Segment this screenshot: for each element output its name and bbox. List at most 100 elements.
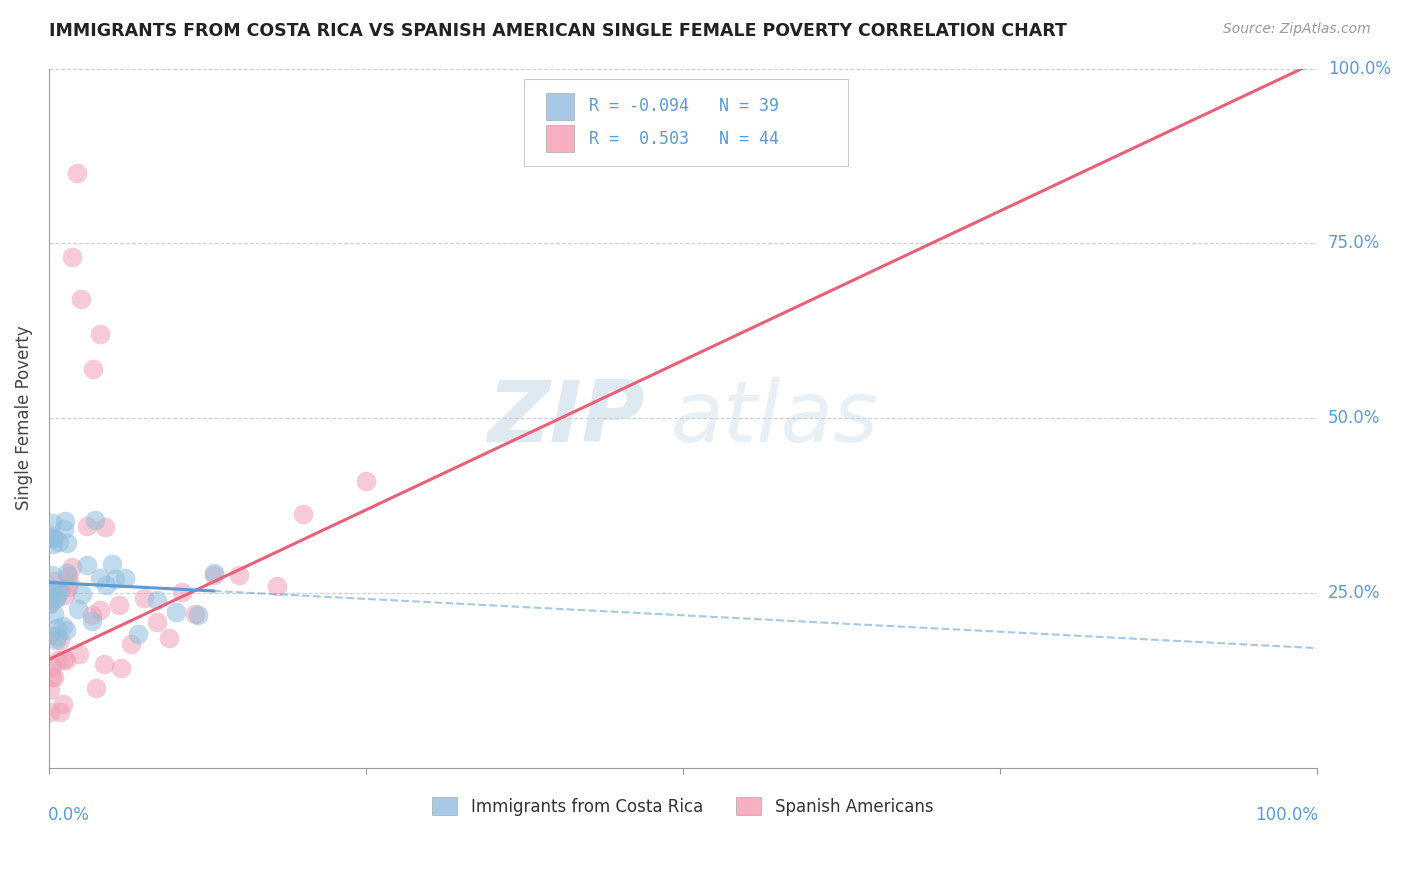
Point	[165, 605, 187, 619]
Point	[49, 633, 72, 648]
Point	[110, 661, 132, 675]
Point	[228, 568, 250, 582]
Point	[94, 578, 117, 592]
Point	[45, 591, 67, 606]
Point	[52, 522, 75, 536]
Point	[187, 607, 209, 622]
Point	[127, 626, 149, 640]
Point	[41, 568, 63, 582]
FancyBboxPatch shape	[546, 93, 574, 120]
Point	[145, 615, 167, 630]
Text: ZIP: ZIP	[488, 376, 645, 459]
Point	[52, 651, 75, 665]
Point	[39, 682, 62, 697]
Point	[44, 607, 66, 621]
Point	[41, 516, 63, 530]
Text: R = -0.094   N = 39: R = -0.094 N = 39	[589, 97, 779, 115]
Text: 100.0%: 100.0%	[1329, 60, 1391, 78]
Point	[49, 705, 72, 719]
Point	[42, 574, 65, 589]
Point	[76, 519, 98, 533]
Point	[39, 628, 62, 642]
Point	[107, 598, 129, 612]
Point	[45, 632, 67, 647]
Point	[94, 519, 117, 533]
Point	[60, 559, 83, 574]
Point	[39, 596, 62, 610]
Point	[84, 681, 107, 695]
Point	[48, 535, 70, 549]
Point	[69, 293, 91, 307]
Point	[291, 508, 314, 522]
Point	[80, 615, 103, 629]
Point	[132, 591, 155, 606]
Point	[89, 327, 111, 342]
Point	[159, 631, 181, 645]
Point	[46, 583, 69, 598]
Point	[55, 624, 77, 638]
FancyBboxPatch shape	[546, 125, 574, 152]
Point	[41, 660, 63, 674]
Point	[46, 622, 69, 636]
Point	[55, 653, 77, 667]
Point	[80, 607, 103, 622]
Point	[120, 637, 142, 651]
Point	[184, 607, 207, 621]
Point	[44, 591, 66, 606]
Text: Source: ZipAtlas.com: Source: ZipAtlas.com	[1223, 22, 1371, 37]
Point	[39, 705, 62, 719]
Point	[82, 362, 104, 376]
Y-axis label: Single Female Poverty: Single Female Poverty	[15, 326, 32, 510]
Point	[48, 583, 70, 598]
Point	[172, 585, 194, 599]
Point	[145, 593, 167, 607]
Point	[53, 514, 76, 528]
Point	[114, 572, 136, 586]
Point	[70, 587, 93, 601]
Point	[39, 597, 62, 611]
Point	[42, 537, 65, 551]
Text: 0.0%: 0.0%	[48, 806, 90, 824]
Point	[104, 572, 127, 586]
Point	[202, 566, 225, 580]
Point	[202, 568, 225, 582]
Point	[66, 602, 89, 616]
Point	[83, 513, 105, 527]
Point	[89, 571, 111, 585]
Text: 50.0%: 50.0%	[1329, 409, 1381, 427]
Point	[58, 569, 80, 583]
Point	[42, 670, 65, 684]
Point	[41, 670, 63, 684]
Point	[46, 629, 69, 643]
Point	[53, 588, 76, 602]
Point	[41, 582, 63, 596]
Point	[93, 657, 115, 671]
Point	[89, 603, 111, 617]
Text: IMMIGRANTS FROM COSTA RICA VS SPANISH AMERICAN SINGLE FEMALE POVERTY CORRELATION: IMMIGRANTS FROM COSTA RICA VS SPANISH AM…	[49, 22, 1067, 40]
Point	[56, 580, 79, 594]
Point	[52, 697, 75, 711]
Point	[42, 531, 65, 545]
Text: 100.0%: 100.0%	[1256, 806, 1319, 824]
Point	[58, 574, 80, 589]
Point	[52, 619, 75, 633]
Point	[46, 653, 69, 667]
Point	[67, 647, 90, 661]
FancyBboxPatch shape	[524, 79, 848, 167]
Point	[39, 584, 62, 599]
Point	[42, 531, 65, 545]
Point	[101, 558, 124, 572]
Point	[55, 536, 77, 550]
Point	[266, 579, 288, 593]
Point	[66, 166, 89, 180]
Point	[60, 251, 83, 265]
Text: R =  0.503   N = 44: R = 0.503 N = 44	[589, 129, 779, 147]
Text: 75.0%: 75.0%	[1329, 235, 1381, 252]
Text: 25.0%: 25.0%	[1329, 584, 1381, 602]
Point	[76, 558, 98, 573]
Point	[39, 528, 62, 542]
Point	[354, 475, 377, 489]
Point	[55, 566, 77, 580]
Text: atlas: atlas	[671, 376, 879, 459]
Legend: Immigrants from Costa Rica, Spanish Americans: Immigrants from Costa Rica, Spanish Amer…	[426, 791, 941, 822]
